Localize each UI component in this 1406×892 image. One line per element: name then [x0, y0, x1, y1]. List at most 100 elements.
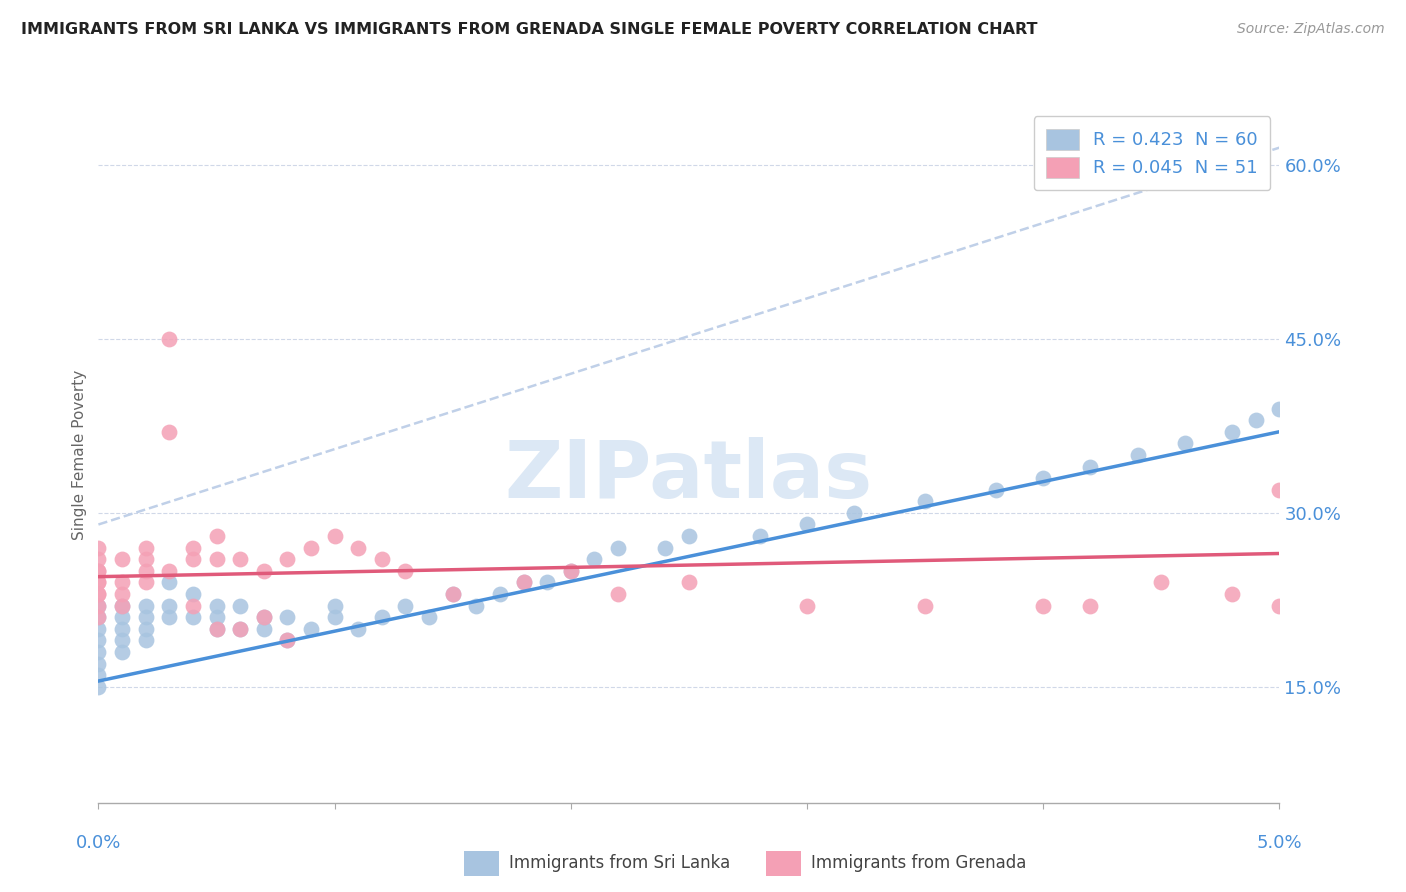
Text: Immigrants from Grenada: Immigrants from Grenada	[811, 854, 1026, 871]
Point	[678, 529, 700, 543]
Point	[157, 332, 180, 346]
Point	[111, 552, 134, 566]
Point	[87, 610, 110, 624]
Point	[299, 541, 322, 555]
Point	[205, 622, 228, 636]
Point	[748, 529, 770, 543]
Point	[205, 552, 228, 566]
Point	[229, 552, 252, 566]
Point	[914, 494, 936, 508]
Point	[347, 541, 370, 555]
Text: Immigrants from Sri Lanka: Immigrants from Sri Lanka	[509, 854, 730, 871]
Point	[347, 622, 370, 636]
Text: IMMIGRANTS FROM SRI LANKA VS IMMIGRANTS FROM GRENADA SINGLE FEMALE POVERTY CORRE: IMMIGRANTS FROM SRI LANKA VS IMMIGRANTS …	[21, 22, 1038, 37]
Point	[111, 575, 134, 590]
Point	[253, 610, 276, 624]
Point	[135, 541, 157, 555]
Point	[157, 610, 180, 624]
Point	[229, 599, 252, 613]
Point	[1220, 425, 1243, 439]
Point	[87, 668, 110, 682]
Point	[135, 564, 157, 578]
Text: ZIPatlas: ZIPatlas	[505, 437, 873, 515]
Point	[87, 599, 110, 613]
Point	[441, 587, 464, 601]
Point	[229, 622, 252, 636]
Point	[87, 587, 110, 601]
Point	[276, 633, 298, 648]
Point	[583, 552, 606, 566]
Text: Source: ZipAtlas.com: Source: ZipAtlas.com	[1237, 22, 1385, 37]
Point	[205, 529, 228, 543]
Point	[111, 610, 134, 624]
Y-axis label: Single Female Poverty: Single Female Poverty	[72, 370, 87, 540]
Point	[1032, 599, 1054, 613]
Point	[87, 575, 110, 590]
Point	[87, 599, 110, 613]
Point	[157, 425, 180, 439]
Point	[1268, 483, 1291, 497]
Point	[135, 610, 157, 624]
Point	[111, 622, 134, 636]
Point	[181, 541, 204, 555]
Point	[181, 599, 204, 613]
Point	[111, 633, 134, 648]
Point	[512, 575, 534, 590]
Point	[253, 564, 276, 578]
Point	[135, 622, 157, 636]
Point	[205, 622, 228, 636]
Point	[205, 599, 228, 613]
Point	[87, 575, 110, 590]
Point	[1126, 448, 1149, 462]
Point	[844, 506, 866, 520]
Point	[536, 575, 558, 590]
Point	[87, 564, 110, 578]
Text: 5.0%: 5.0%	[1257, 834, 1302, 852]
Point	[253, 610, 276, 624]
Text: 0.0%: 0.0%	[76, 834, 121, 852]
Point	[87, 552, 110, 566]
Point	[560, 564, 582, 578]
Point	[157, 575, 180, 590]
Point	[323, 529, 346, 543]
Point	[111, 587, 134, 601]
Point	[205, 610, 228, 624]
Point	[276, 610, 298, 624]
Point	[1268, 599, 1291, 613]
Point	[135, 575, 157, 590]
Point	[607, 541, 630, 555]
Point	[111, 645, 134, 659]
Point	[465, 599, 488, 613]
Point	[654, 541, 676, 555]
Point	[157, 599, 180, 613]
Point	[87, 610, 110, 624]
Point	[796, 517, 818, 532]
Point	[276, 552, 298, 566]
Point	[181, 587, 204, 601]
Point	[299, 622, 322, 636]
Point	[181, 610, 204, 624]
Point	[323, 599, 346, 613]
Point	[181, 552, 204, 566]
Point	[1220, 587, 1243, 601]
Point	[1080, 459, 1102, 474]
Point	[394, 599, 416, 613]
Point	[253, 622, 276, 636]
Point	[1244, 413, 1267, 427]
Point	[512, 575, 534, 590]
Point	[796, 599, 818, 613]
Point	[1080, 599, 1102, 613]
Point	[984, 483, 1007, 497]
Point	[1032, 471, 1054, 485]
Point	[87, 541, 110, 555]
Point	[111, 599, 134, 613]
Point	[678, 575, 700, 590]
Point	[87, 657, 110, 671]
Point	[394, 564, 416, 578]
Legend: R = 0.423  N = 60, R = 0.045  N = 51: R = 0.423 N = 60, R = 0.045 N = 51	[1033, 116, 1271, 190]
Point	[135, 633, 157, 648]
Point	[323, 610, 346, 624]
Point	[914, 599, 936, 613]
Point	[441, 587, 464, 601]
Point	[371, 610, 394, 624]
